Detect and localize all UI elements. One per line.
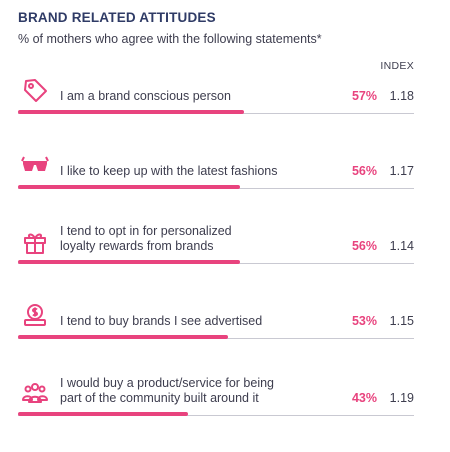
bar-label: I like to keep up with the latest fashio…	[60, 164, 320, 179]
bar-label: I would buy a product/service for being p…	[60, 376, 320, 406]
bar-row: I like to keep up with the latest fashio…	[0, 147, 450, 207]
index-value: 1.14	[389, 239, 414, 253]
bar	[18, 412, 188, 416]
gift-icon	[21, 228, 49, 256]
bar-label-line: I tend to buy brands I see advertised	[60, 314, 263, 328]
chart-title: BRAND RELATED ATTITUDES	[18, 10, 216, 25]
index-value: 1.17	[389, 164, 414, 178]
bar-percent-label: 56%	[351, 239, 377, 253]
bar-percent-label: 56%	[351, 164, 377, 178]
bar-label-line: I tend to opt in for personalized	[60, 224, 232, 238]
bar-row: I am a brand conscious person 57% 1.18	[0, 72, 450, 132]
bar-row: I tend to opt in for personalized loyalty…	[0, 220, 450, 280]
index-value: 1.18	[389, 89, 414, 103]
bar-label-line: part of the community built around it	[60, 391, 259, 405]
tag-icon	[21, 76, 49, 104]
bar	[18, 335, 228, 339]
bar-percent-label: 57%	[351, 89, 377, 103]
bar	[18, 260, 240, 264]
bar-label: I tend to buy brands I see advertised	[60, 314, 320, 329]
bar-label-line: I would buy a product/service for being	[60, 376, 275, 390]
bar-track	[18, 415, 414, 416]
chart-subtitle: % of mothers who agree with the followin…	[18, 32, 322, 46]
community-icon	[21, 380, 49, 408]
bar-label-line: I am a brand conscious person	[60, 89, 231, 103]
index-value: 1.19	[389, 391, 414, 405]
bar-row: I would buy a product/service for being p…	[0, 372, 450, 432]
bar-percent-label: 53%	[351, 314, 377, 328]
bar-row: I tend to buy brands I see advertised 53%…	[0, 297, 450, 357]
bar	[18, 110, 244, 114]
coin-screen-icon	[21, 301, 49, 329]
bar-label: I am a brand conscious person	[60, 89, 320, 104]
bar	[18, 185, 240, 189]
bar-label-line: I like to keep up with the latest fashio…	[60, 164, 278, 178]
index-value: 1.15	[389, 314, 414, 328]
index-column-header: INDEX	[380, 60, 414, 72]
sunglasses-icon	[21, 151, 49, 179]
bar-percent-label: 43%	[351, 391, 377, 405]
bar-label-line: loyalty rewards from brands	[60, 239, 214, 253]
bar-label: I tend to opt in for personalized loyalty…	[60, 224, 320, 254]
